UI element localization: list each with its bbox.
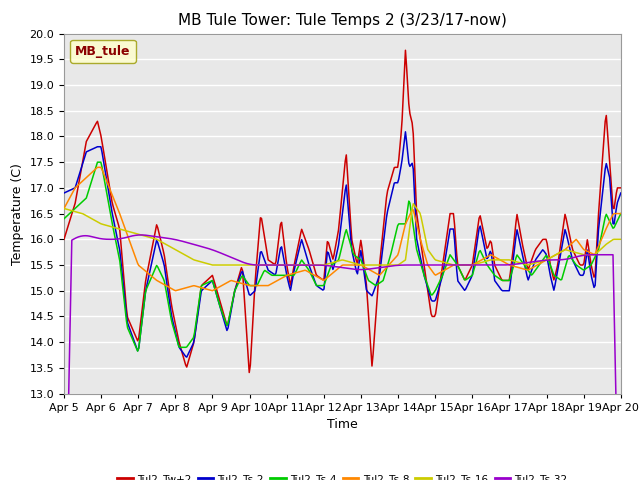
X-axis label: Time: Time <box>327 418 358 431</box>
Title: MB Tule Tower: Tule Temps 2 (3/23/17-now): MB Tule Tower: Tule Temps 2 (3/23/17-now… <box>178 13 507 28</box>
Legend: Tul2_Tw+2, Tul2_Ts-2, Tul2_Ts-4, Tul2_Ts-8, Tul2_Ts-16, Tul2_Ts-32: Tul2_Tw+2, Tul2_Ts-2, Tul2_Ts-4, Tul2_Ts… <box>113 470 572 480</box>
Y-axis label: Temperature (C): Temperature (C) <box>11 163 24 264</box>
